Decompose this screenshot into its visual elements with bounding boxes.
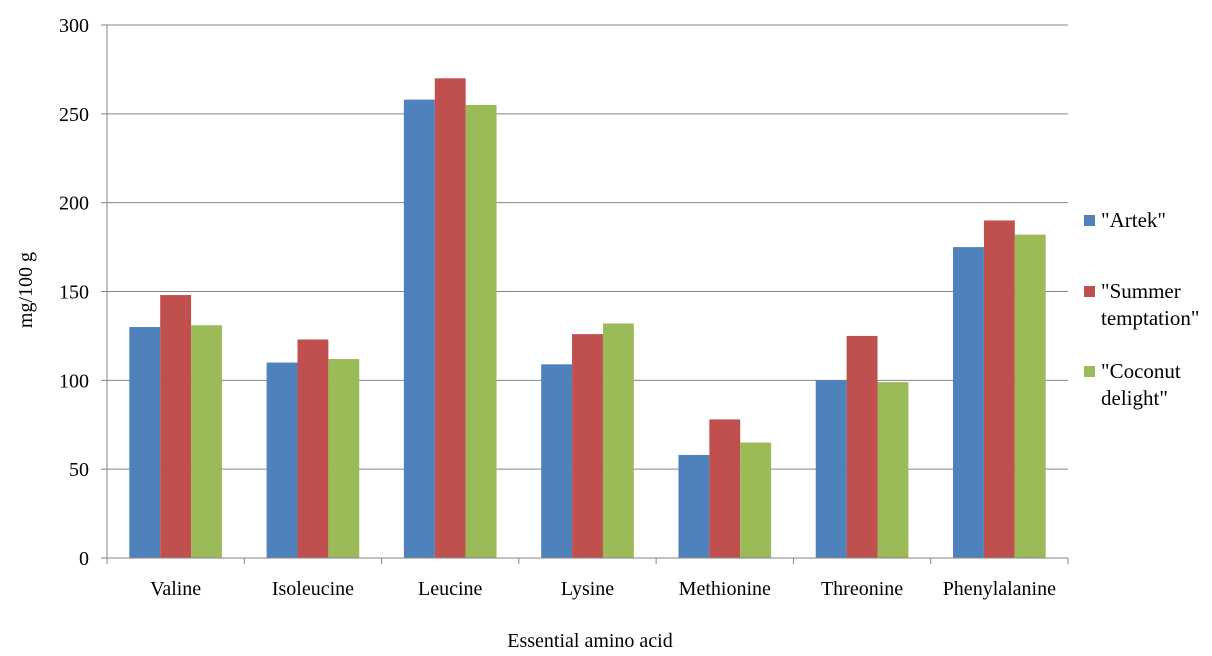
- bar-phenylalanine-series-2: [983, 220, 1015, 558]
- bars: [129, 78, 1046, 559]
- bar-valine-series-2: [160, 295, 192, 558]
- y-tick-label: 250: [59, 104, 89, 126]
- x-tick-label: Isoleucine: [272, 578, 354, 600]
- bar-leucine-series-2: [434, 78, 466, 559]
- y-tick-label: 200: [59, 193, 89, 215]
- y-tick-label: 50: [69, 459, 89, 481]
- bar-isoleucine-series-2: [297, 339, 329, 558]
- legend-label: "Artek": [1101, 208, 1166, 232]
- legend-label: delight": [1101, 386, 1168, 410]
- x-tick-label: Methionine: [679, 578, 771, 600]
- bar-leucine-series-1: [403, 99, 435, 559]
- axes: [101, 24, 1069, 564]
- x-axis-title: Essential amino acid: [507, 630, 673, 652]
- y-tick-label: 300: [59, 15, 89, 37]
- bar-threonine-series-1: [815, 380, 847, 558]
- bar-lysine-series-1: [541, 364, 573, 558]
- legend-swatch: [1084, 366, 1095, 377]
- x-tick-label: Threonine: [821, 578, 903, 600]
- bar-isoleucine-series-1: [266, 362, 298, 558]
- legend-label: "Coconut: [1101, 359, 1181, 383]
- bar-valine-series-3: [191, 325, 222, 558]
- y-tick-label: 150: [59, 282, 89, 304]
- legend-swatch: [1084, 215, 1095, 226]
- bar-methionine-series-1: [678, 454, 710, 558]
- x-tick-label: Lysine: [561, 578, 614, 600]
- x-tick-label: Valine: [150, 578, 201, 600]
- y-tick-label: 100: [59, 370, 89, 392]
- bar-phenylalanine-series-3: [1014, 234, 1046, 558]
- bar-threonine-series-2: [846, 335, 878, 558]
- bar-valine-series-1: [129, 327, 161, 558]
- legend-swatch: [1084, 286, 1095, 297]
- bar-lysine-series-2: [572, 334, 603, 558]
- bar-methionine-series-2: [709, 419, 741, 558]
- y-axis-title: mg/100 g: [15, 252, 37, 328]
- legend: "Artek" "Summer temptation" "Coconut delight…: [1084, 208, 1199, 410]
- bar-methionine-series-3: [740, 442, 772, 558]
- bar-phenylalanine-series-1: [953, 247, 984, 559]
- bar-leucine-series-3: [465, 104, 497, 558]
- legend-label: temptation": [1101, 306, 1199, 330]
- bar-threonine-series-3: [877, 382, 909, 558]
- legend-label: "Summer: [1101, 279, 1181, 303]
- x-tick-label: Phenylalanine: [943, 578, 1056, 600]
- tick-labels: 0 50 100 150 200 250 300 Valine Isoleucine Leucin…: [59, 15, 1056, 600]
- y-tick-label: 0: [79, 548, 89, 570]
- bar-lysine-series-3: [602, 323, 634, 558]
- x-tick-label: Leucine: [418, 578, 483, 600]
- bar-isoleucine-series-3: [328, 359, 360, 558]
